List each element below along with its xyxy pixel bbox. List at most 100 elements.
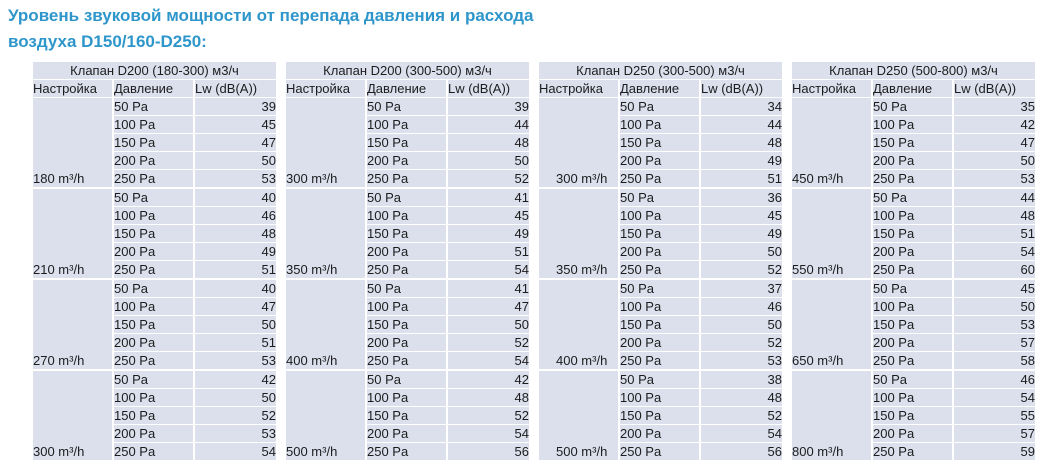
pressure-cell: 150 Pa <box>873 316 954 334</box>
table-row: 200 Pa 51 <box>33 334 276 352</box>
table-row: 150 Pa 48 <box>539 134 782 152</box>
table-caption-row: Клапан D200 (300-500) м3/ч <box>286 62 529 80</box>
pressure-cell: 200 Pa <box>367 425 448 443</box>
lw-value-cell: 46 <box>701 298 782 316</box>
pressure-cell: 250 Pa <box>873 443 954 462</box>
lw-value-cell: 40 <box>195 280 276 298</box>
lw-value-cell: 53 <box>195 425 276 443</box>
pressure-cell: 250 Pa <box>873 352 954 371</box>
table-row: 200 Pa 49 <box>33 243 276 261</box>
pressure-cell: 150 Pa <box>367 316 448 334</box>
lw-value-cell: 52 <box>448 334 529 352</box>
table-row: 200 Pa 50 <box>286 152 529 170</box>
table-caption-row: Клапан D250 (300-500) м3/ч <box>539 62 782 80</box>
lw-value-cell: 53 <box>954 170 1035 189</box>
flow-setting-cell: 350 m³/h <box>539 189 620 280</box>
table-row: 200 Pa 51 <box>286 243 529 261</box>
pressure-cell: 250 Pa <box>620 443 701 462</box>
table-row: 200 Pa 50 <box>792 152 1035 170</box>
table-row: 100 Pa 45 <box>33 116 276 134</box>
flow-setting-cell: 210 m³/h <box>33 189 114 280</box>
column-header-setting: Настройка <box>539 80 620 98</box>
lw-value-cell: 45 <box>701 207 782 225</box>
pressure-cell: 200 Pa <box>367 334 448 352</box>
table-row: 150 Pa 53 <box>792 316 1035 334</box>
table-row: 200 Pa 52 <box>286 334 529 352</box>
tables-row: Клапан D200 (180-300) м3/ч Настройка Дав… <box>33 62 1035 462</box>
column-header-setting: Настройка <box>792 80 873 98</box>
column-header-lw: Lw (dB(A)) <box>701 80 782 98</box>
table-row: 150 Pa 51 <box>792 225 1035 243</box>
pressure-cell: 250 Pa <box>873 261 954 280</box>
pressure-cell: 250 Pa <box>367 261 448 280</box>
pressure-cell: 50 Pa <box>114 189 195 207</box>
table-row: 300 m³/h 50 Pa 42 <box>33 371 276 462</box>
flow-setting-cell: 350 m³/h <box>286 189 367 280</box>
pressure-cell: 100 Pa <box>114 116 195 134</box>
table-row: 100 Pa 42 <box>792 116 1035 134</box>
table-row: 250 Pa 59 <box>792 443 1035 462</box>
table-row: 200 Pa 57 <box>792 425 1035 443</box>
table-row: 150 Pa 52 <box>33 407 276 425</box>
pressure-cell: 100 Pa <box>873 389 954 407</box>
valve-table: Клапан D250 (300-500) м3/ч Настройка Дав… <box>539 62 782 462</box>
table-row: 250 Pa 53 <box>792 170 1035 189</box>
table-caption-row: Клапан D250 (500-800) м3/ч <box>792 62 1035 80</box>
pressure-cell: 50 Pa <box>620 280 701 298</box>
lw-value-cell: 47 <box>448 298 529 316</box>
lw-value-cell: 52 <box>701 334 782 352</box>
table-row: 250 Pa 56 <box>286 443 529 462</box>
table-row: 100 Pa 54 <box>792 389 1035 407</box>
table-row: 100 Pa 47 <box>33 298 276 316</box>
lw-value-cell: 59 <box>954 443 1035 462</box>
table-row: 400 m³/h 50 Pa 41 <box>286 280 529 371</box>
lw-value-cell: 50 <box>195 316 276 334</box>
pressure-cell: 50 Pa <box>620 98 701 116</box>
lw-value-cell: 35 <box>954 98 1035 116</box>
flow-setting-cell: 180 m³/h <box>33 98 114 189</box>
table-row: 100 Pa 44 <box>286 116 529 134</box>
lw-value-cell: 51 <box>701 170 782 189</box>
table-row: 450 m³/h 50 Pa 35 <box>792 98 1035 189</box>
table-caption: Клапан D250 (300-500) м3/ч <box>539 62 782 80</box>
pressure-cell: 200 Pa <box>367 243 448 261</box>
table-row: 100 Pa 45 <box>539 207 782 225</box>
table-row: 100 Pa 44 <box>539 116 782 134</box>
table-row: 100 Pa 45 <box>286 207 529 225</box>
table-row: 250 Pa 58 <box>792 352 1035 371</box>
pressure-cell: 200 Pa <box>367 152 448 170</box>
lw-value-cell: 36 <box>701 189 782 207</box>
table-row: 150 Pa 50 <box>33 316 276 334</box>
lw-value-cell: 47 <box>195 298 276 316</box>
lw-value-cell: 51 <box>448 243 529 261</box>
lw-value-cell: 52 <box>448 407 529 425</box>
pressure-cell: 100 Pa <box>114 298 195 316</box>
pressure-cell: 50 Pa <box>367 98 448 116</box>
lw-value-cell: 50 <box>701 243 782 261</box>
lw-value-cell: 60 <box>954 261 1035 280</box>
flow-setting-cell: 270 m³/h <box>33 280 114 371</box>
pressure-cell: 150 Pa <box>620 225 701 243</box>
lw-value-cell: 56 <box>448 443 529 462</box>
lw-value-cell: 54 <box>195 443 276 462</box>
table-row: 100 Pa 47 <box>286 298 529 316</box>
pressure-cell: 150 Pa <box>620 134 701 152</box>
table-row: 500 m³/h 50 Pa 38 <box>539 371 782 462</box>
table-row: 800 m³/h 50 Pa 46 <box>792 371 1035 462</box>
lw-value-cell: 57 <box>954 334 1035 352</box>
pressure-cell: 150 Pa <box>114 225 195 243</box>
flow-setting-cell: 300 m³/h <box>539 98 620 189</box>
pressure-cell: 100 Pa <box>367 298 448 316</box>
pressure-cell: 150 Pa <box>367 134 448 152</box>
lw-value-cell: 42 <box>195 371 276 389</box>
lw-value-cell: 49 <box>195 243 276 261</box>
table-row: 200 Pa 50 <box>539 243 782 261</box>
table-caption: Клапан D200 (180-300) м3/ч <box>33 62 276 80</box>
table-row: 250 Pa 51 <box>539 170 782 189</box>
table-row: 250 Pa 54 <box>286 352 529 371</box>
table-row: 250 Pa 53 <box>33 352 276 371</box>
table-row: 250 Pa 53 <box>539 352 782 371</box>
table-row: 250 Pa 53 <box>33 170 276 189</box>
lw-value-cell: 50 <box>954 298 1035 316</box>
pressure-cell: 250 Pa <box>114 170 195 189</box>
